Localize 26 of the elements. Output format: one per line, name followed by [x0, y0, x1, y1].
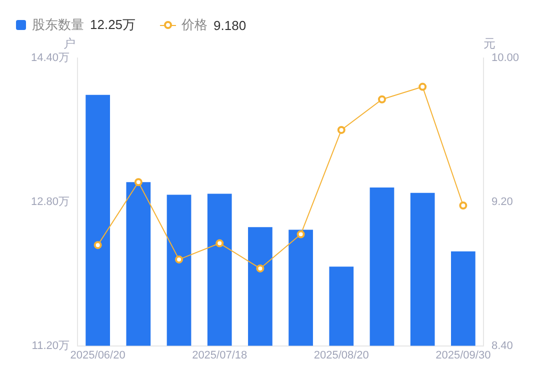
y2-tick-label: 9.20	[491, 196, 513, 208]
point	[216, 239, 224, 248]
text: 12.25万	[90, 16, 136, 34]
legend-label: 股东数量	[32, 16, 84, 34]
y-axis-title: 户	[64, 36, 76, 50]
point	[175, 255, 184, 264]
point	[94, 241, 102, 250]
y-tick-label: 12.80万	[30, 196, 70, 208]
point	[337, 126, 346, 134]
point	[378, 95, 386, 104]
y2-axis-title: 元	[483, 36, 496, 50]
point	[256, 264, 264, 272]
point	[459, 202, 468, 210]
y2-tick-label: 8.40	[491, 340, 513, 352]
x-tick-label: 2025/07/18	[192, 349, 248, 362]
x-tick-label: 2025/08/20	[314, 349, 369, 362]
x-tick-label: 2025/06/20	[70, 349, 126, 362]
point	[418, 82, 427, 91]
point	[296, 230, 305, 238]
legend-label: 价格	[182, 16, 208, 34]
point	[134, 178, 142, 186]
text: 9.180	[214, 18, 246, 32]
y-tick-label: 14.40万	[30, 52, 70, 64]
y-tick-label: 11.20万	[32, 340, 70, 352]
y2-tick-label: 10.00	[491, 52, 520, 64]
x-tick-label: 2025/09/30	[436, 349, 491, 362]
